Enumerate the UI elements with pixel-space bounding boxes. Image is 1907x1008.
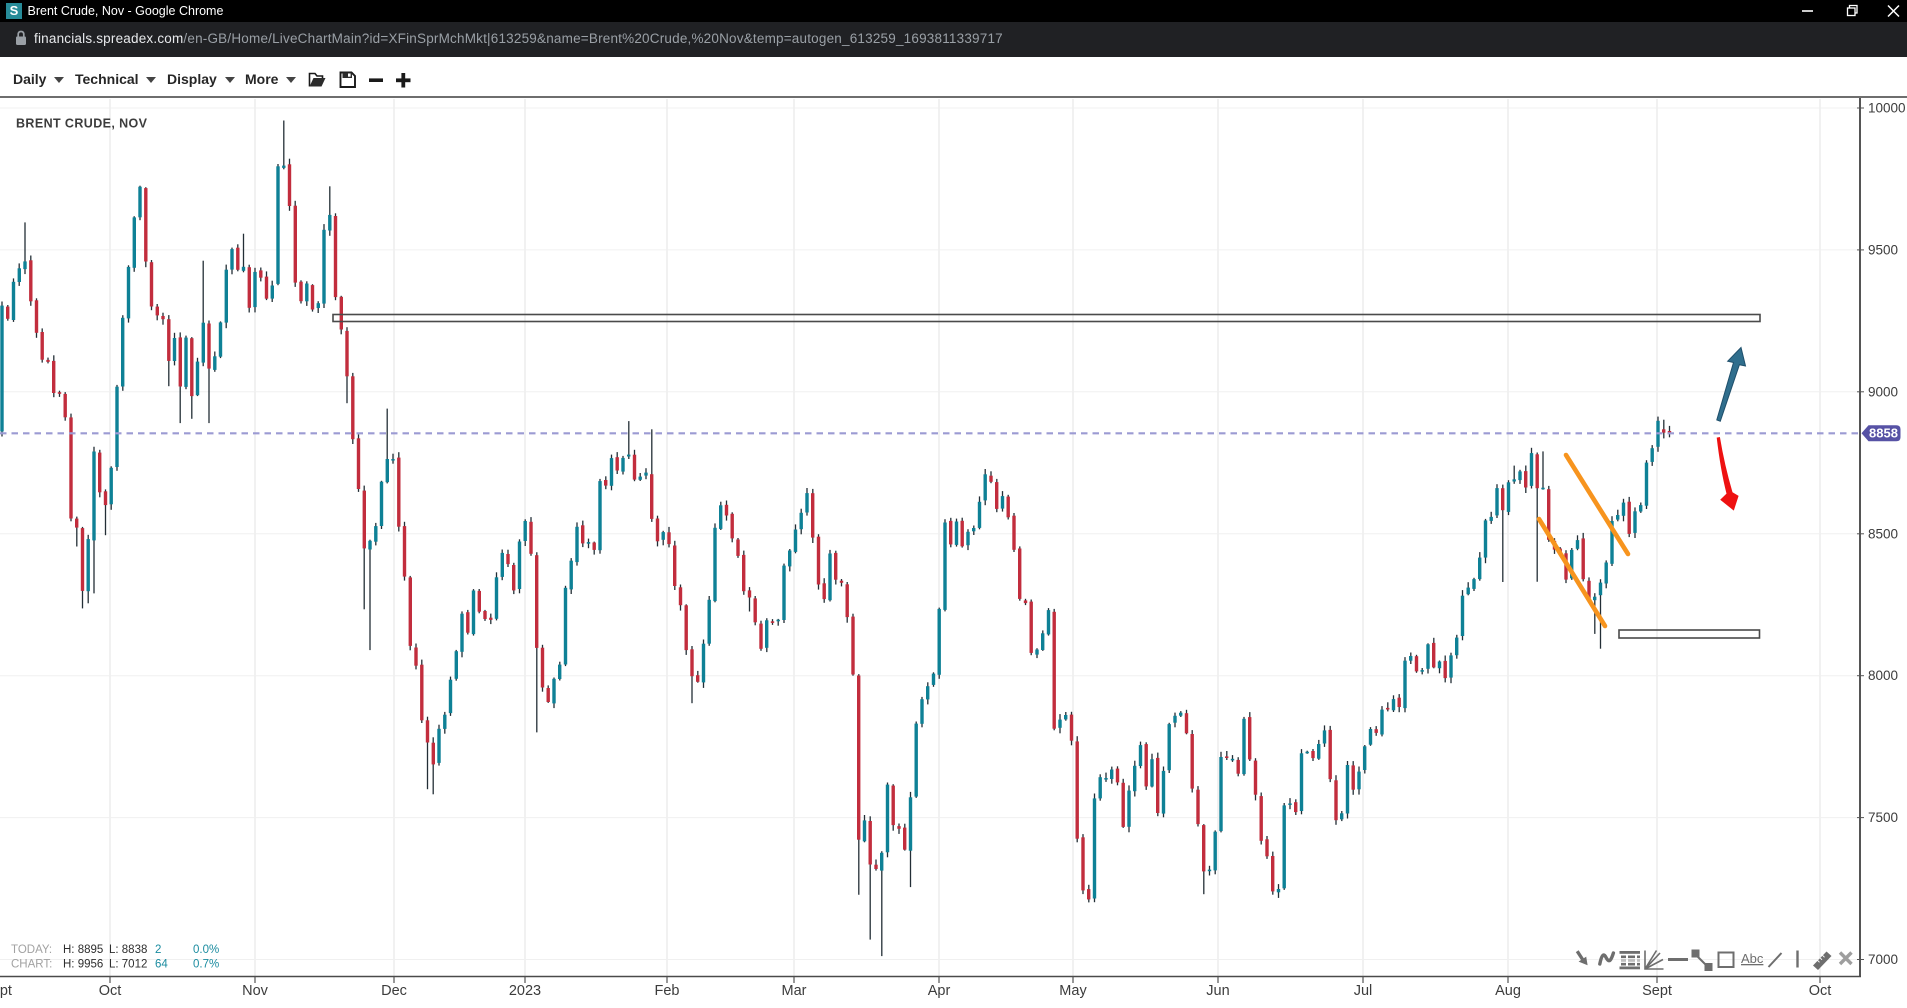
svg-text:H: 8895: H: 8895 (63, 944, 103, 956)
svg-text:Dec: Dec (381, 983, 407, 999)
svg-text:Abc: Abc (1741, 951, 1764, 966)
svg-text:8000: 8000 (1868, 668, 1898, 683)
svg-text:7000: 7000 (1868, 952, 1898, 967)
svg-text:Oct: Oct (99, 983, 122, 999)
svg-text:Mar: Mar (782, 983, 807, 999)
svg-text:2023: 2023 (509, 983, 541, 999)
svg-text:Nov: Nov (242, 983, 269, 999)
svg-text:9500: 9500 (1868, 242, 1898, 257)
svg-text:Apr: Apr (928, 983, 951, 999)
svg-text:Feb: Feb (655, 983, 680, 999)
svg-text:TODAY:: TODAY: (11, 944, 52, 956)
svg-text:0.7%: 0.7% (193, 959, 219, 971)
svg-text:8500: 8500 (1868, 526, 1898, 541)
svg-text:Jul: Jul (1354, 983, 1373, 999)
svg-text:Jun: Jun (1206, 983, 1229, 999)
svg-text:8858: 8858 (1869, 426, 1898, 441)
svg-text:10000: 10000 (1868, 101, 1906, 116)
svg-text:BRENT CRUDE, NOV: BRENT CRUDE, NOV (16, 117, 148, 131)
svg-text:9000: 9000 (1868, 384, 1898, 399)
svg-text:May: May (1059, 983, 1087, 999)
svg-text:Oct: Oct (1809, 983, 1832, 999)
svg-text:Sept: Sept (1642, 983, 1672, 999)
svg-text:7500: 7500 (1868, 810, 1898, 825)
svg-text:L: 8838: L: 8838 (109, 944, 147, 956)
svg-text:CHART:: CHART: (11, 959, 52, 971)
svg-text:H: 9956: H: 9956 (63, 959, 103, 971)
svg-text:0.0%: 0.0% (193, 944, 219, 956)
svg-text:Sept: Sept (0, 983, 12, 999)
svg-text:L: 7012: L: 7012 (109, 959, 147, 971)
svg-text:2: 2 (155, 944, 161, 956)
svg-text:Aug: Aug (1495, 983, 1521, 999)
svg-text:64: 64 (155, 959, 168, 971)
